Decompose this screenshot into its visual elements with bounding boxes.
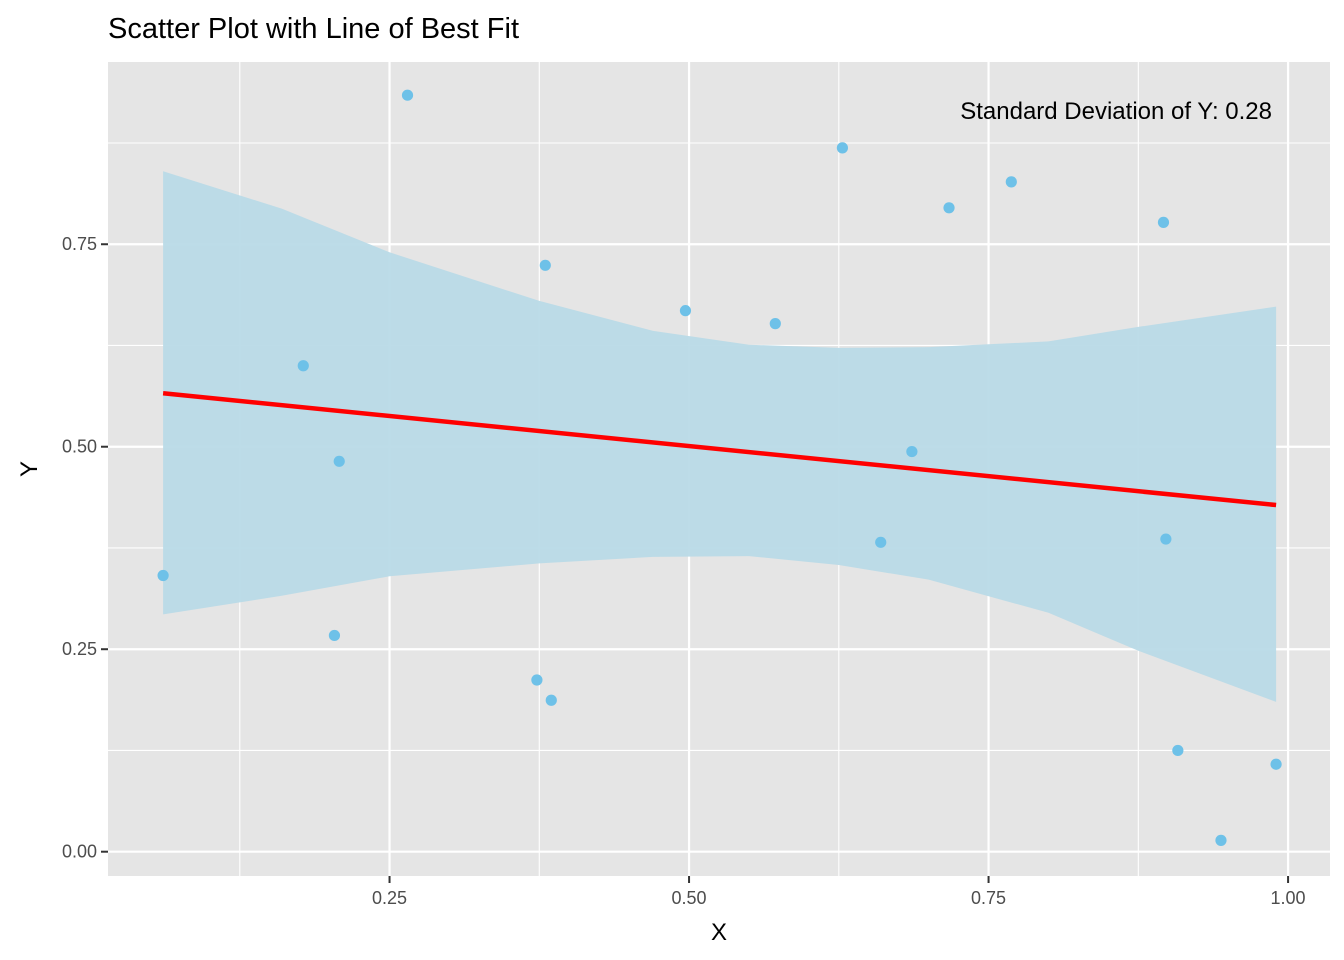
x-tick-label: 1.00 (1271, 888, 1306, 908)
data-point (545, 694, 557, 706)
data-point (1157, 216, 1170, 228)
best-fit-line (162, 391, 1277, 508)
data-point (297, 360, 309, 372)
y-tick-label: 0.25 (62, 639, 97, 659)
data-point (769, 318, 781, 330)
data-point (906, 445, 918, 458)
y-tick-label: 0.50 (62, 437, 97, 457)
data-point (943, 202, 955, 214)
data-point (1270, 758, 1282, 770)
data-point (836, 142, 848, 154)
x-tick-label: 0.25 (372, 888, 407, 908)
x-tick-label: 0.75 (971, 888, 1006, 908)
x-axis-title: X (711, 919, 727, 946)
data-point (679, 305, 692, 317)
y-axis-title: Y (16, 461, 43, 477)
y-tick-label: 0.75 (62, 234, 97, 254)
data-point (875, 536, 887, 548)
std-dev-annotation: Standard Deviation of Y: 0.28 (960, 98, 1272, 125)
data-point (1005, 176, 1017, 188)
y-tick-label: 0.00 (62, 842, 97, 862)
data-point (1172, 744, 1184, 757)
data-point (157, 569, 169, 582)
x-axis-ticks: 0.25 0.50 0.75 1.00 (372, 876, 1306, 908)
data-point (539, 259, 551, 271)
data-point (531, 674, 543, 686)
x-tick-label: 0.50 (672, 888, 707, 908)
data-point (333, 455, 345, 467)
confidence-band (163, 171, 1277, 702)
chart-title: Scatter Plot with Line of Best Fit (108, 13, 519, 45)
data-point (1215, 834, 1227, 846)
y-axis-ticks: 0.00 0.25 0.50 0.75 (62, 234, 108, 862)
data-points (157, 89, 1282, 846)
data-point (328, 629, 341, 642)
data-point (401, 89, 414, 101)
data-point (1160, 533, 1172, 545)
